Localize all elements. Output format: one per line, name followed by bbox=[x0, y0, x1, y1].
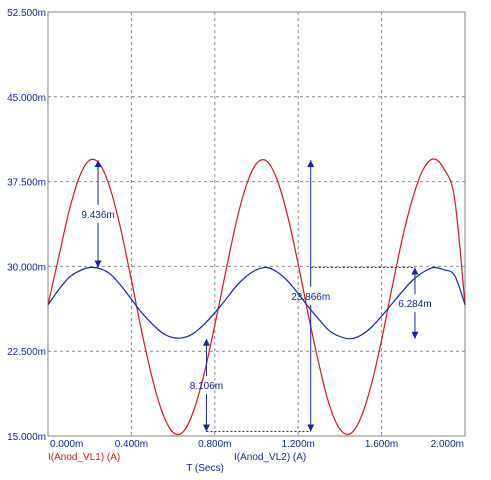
y-tick-label: 15.000m bbox=[7, 432, 46, 443]
y-axis: 15.000m 22.500m 30.000m 37.500m 45.000m 52.50… bbox=[7, 8, 46, 443]
arrow-head-up bbox=[307, 160, 315, 168]
arrow-head-down bbox=[307, 424, 315, 432]
arrow-head-down bbox=[411, 331, 419, 339]
annotation-label: 8.106m bbox=[190, 381, 223, 392]
reference-lines bbox=[206, 267, 415, 432]
arrow-head-down bbox=[94, 260, 102, 268]
x-tick-label: 0.800m bbox=[198, 439, 231, 450]
annotation-label: 6.284m bbox=[398, 299, 431, 310]
annotation-label: 9.436m bbox=[81, 210, 114, 221]
arrow-head-up bbox=[202, 338, 210, 346]
legend-entry-1: I(Anod_VL1) (A) bbox=[48, 452, 120, 463]
arrow-head-up bbox=[94, 160, 102, 168]
annotations: 9.436m 8.106m 23.866m 6.284m bbox=[81, 160, 432, 432]
series-line-1 bbox=[47, 158, 466, 436]
arrow-head-down bbox=[202, 424, 210, 432]
arrow-head-up bbox=[411, 267, 419, 275]
x-axis-label: T (Secs) bbox=[186, 463, 224, 474]
annotation-label: 23.866m bbox=[291, 292, 330, 303]
y-tick-label: 37.500m bbox=[7, 178, 46, 189]
y-tick-label: 45.000m bbox=[7, 93, 46, 104]
grid bbox=[48, 12, 465, 436]
y-tick-label: 52.500m bbox=[7, 8, 46, 19]
legend-entry-2: I(Anod_VL2) (A) bbox=[234, 452, 306, 463]
plot-frame bbox=[47, 11, 466, 437]
x-tick-label: 1.200m bbox=[282, 439, 315, 450]
x-tick-label: 2.000m bbox=[431, 439, 464, 450]
x-tick-label: 0.400m bbox=[115, 439, 148, 450]
y-tick-label: 30.000m bbox=[7, 262, 46, 273]
x-tick-label: 1.600m bbox=[365, 439, 398, 450]
legend: I(Anod_VL1) (A) I(Anod_VL2) (A) bbox=[48, 452, 306, 463]
series-line-2 bbox=[47, 266, 466, 340]
x-axis: 0.000m 0.400m 0.800m 1.200m 1.600m 2.000m bbox=[50, 439, 464, 450]
series-layer bbox=[47, 158, 466, 436]
x-tick-label: 0.000m bbox=[50, 439, 83, 450]
y-tick-label: 22.500m bbox=[7, 347, 46, 358]
